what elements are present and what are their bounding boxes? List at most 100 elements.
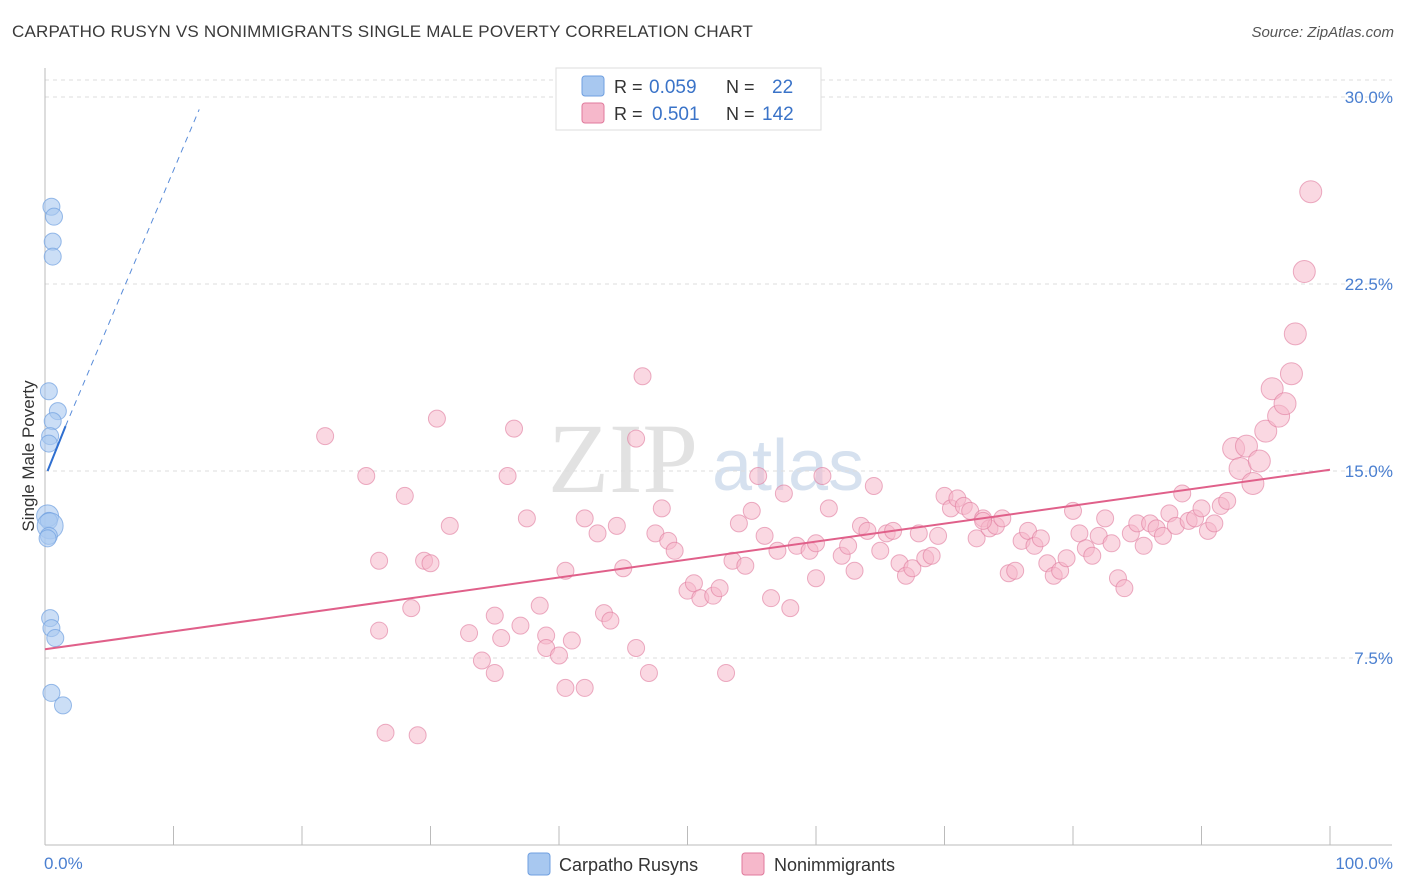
point-nonimmigrants-100 bbox=[1070, 524, 1089, 543]
point-nonimmigrants-75 bbox=[909, 524, 928, 543]
point-carpatho-13 bbox=[38, 529, 57, 548]
point-nonimmigrants-30 bbox=[588, 524, 607, 543]
point-nonimmigrants-13 bbox=[472, 651, 491, 670]
point-nonimmigrants-4 bbox=[376, 723, 395, 742]
point-nonimmigrants-32 bbox=[601, 611, 620, 630]
legend-swatch-carpatho bbox=[581, 75, 605, 97]
point-nonimmigrants-74 bbox=[903, 559, 922, 578]
point-nonimmigrants-12 bbox=[460, 624, 479, 643]
point-nonimmigrants-128 bbox=[1247, 449, 1271, 473]
point-nonimmigrants-54 bbox=[755, 526, 774, 545]
point-carpatho-8 bbox=[39, 434, 58, 453]
series-carpatho-rusyns bbox=[36, 197, 72, 715]
point-nonimmigrants-36 bbox=[627, 639, 646, 658]
point-nonimmigrants-21 bbox=[530, 596, 549, 615]
point-nonimmigrants-121 bbox=[1205, 514, 1224, 533]
point-nonimmigrants-48 bbox=[717, 663, 736, 682]
point-nonimmigrants-0 bbox=[316, 427, 335, 446]
point-nonimmigrants-78 bbox=[929, 526, 948, 545]
x-tick-labels: 0.0% 100.0% bbox=[44, 854, 1393, 873]
point-nonimmigrants-69 bbox=[864, 476, 883, 495]
point-nonimmigrants-127 bbox=[1241, 471, 1265, 495]
trend-lines bbox=[44, 109, 1331, 651]
point-nonimmigrants-88 bbox=[993, 509, 1012, 528]
chart-source: Source: ZipAtlas.com bbox=[1251, 24, 1394, 41]
point-nonimmigrants-24 bbox=[550, 646, 568, 665]
point-nonimmigrants-29 bbox=[575, 678, 594, 697]
y-tick-label-2: 22.5% bbox=[1345, 275, 1393, 294]
point-carpatho-17 bbox=[42, 683, 61, 702]
y-tick-label-3: 30.0% bbox=[1345, 88, 1393, 107]
point-nonimmigrants-3 bbox=[370, 621, 389, 640]
point-nonimmigrants-10 bbox=[427, 409, 446, 428]
point-nonimmigrants-63 bbox=[819, 499, 838, 518]
legend-n-label-1: N = bbox=[726, 77, 755, 97]
point-nonimmigrants-62 bbox=[813, 466, 832, 485]
grid-lines bbox=[45, 79, 1392, 659]
point-nonimmigrants-15 bbox=[485, 606, 504, 625]
point-nonimmigrants-52 bbox=[742, 501, 761, 520]
point-nonimmigrants-116 bbox=[1173, 484, 1192, 503]
legend-top: R = 0.059 N = 22 R = 0.501 N = 142 bbox=[555, 67, 822, 131]
point-nonimmigrants-61 bbox=[807, 569, 825, 588]
watermark: ZIP atlas bbox=[548, 403, 864, 514]
point-nonimmigrants-113 bbox=[1153, 526, 1172, 545]
point-nonimmigrants-55 bbox=[762, 589, 781, 608]
point-nonimmigrants-134 bbox=[1283, 322, 1307, 346]
point-nonimmigrants-19 bbox=[511, 616, 530, 635]
point-nonimmigrants-66 bbox=[845, 561, 864, 580]
point-nonimmigrants-47 bbox=[710, 579, 729, 598]
bottom-legend-swatch-carpatho bbox=[527, 852, 551, 876]
point-nonimmigrants-35 bbox=[627, 429, 646, 448]
point-nonimmigrants-11 bbox=[440, 516, 459, 535]
point-nonimmigrants-1 bbox=[357, 466, 376, 485]
point-nonimmigrants-42 bbox=[665, 541, 684, 560]
point-nonimmigrants-98 bbox=[1057, 549, 1076, 568]
point-nonimmigrants-70 bbox=[871, 541, 890, 560]
point-carpatho-1 bbox=[44, 207, 63, 226]
point-nonimmigrants-104 bbox=[1096, 509, 1115, 528]
point-nonimmigrants-16 bbox=[492, 629, 511, 648]
point-nonimmigrants-105 bbox=[1102, 534, 1121, 553]
point-nonimmigrants-28 bbox=[575, 509, 594, 528]
point-nonimmigrants-126 bbox=[1234, 434, 1258, 458]
point-nonimmigrants-129 bbox=[1254, 419, 1278, 443]
bottom-legend-label-nonimmigrants: Nonimmigrants bbox=[774, 855, 895, 875]
point-nonimmigrants-65 bbox=[839, 536, 858, 555]
bottom-legend-swatch-nonimmigrants bbox=[741, 852, 765, 876]
point-nonimmigrants-2 bbox=[370, 551, 389, 570]
bottom-legend-label-carpatho: Carpatho Rusyns bbox=[559, 855, 698, 875]
point-nonimmigrants-94 bbox=[1031, 529, 1050, 548]
legend-bottom: Carpatho Rusyns Nonimmigrants bbox=[527, 852, 895, 876]
point-nonimmigrants-33 bbox=[607, 516, 626, 535]
point-nonimmigrants-119 bbox=[1192, 499, 1211, 518]
point-nonimmigrants-130 bbox=[1260, 377, 1284, 401]
point-nonimmigrants-37 bbox=[633, 367, 652, 386]
point-nonimmigrants-38 bbox=[639, 663, 658, 682]
point-nonimmigrants-51 bbox=[736, 556, 755, 575]
point-carpatho-6 bbox=[43, 412, 62, 431]
point-nonimmigrants-133 bbox=[1279, 362, 1303, 386]
point-nonimmigrants-107 bbox=[1115, 579, 1134, 598]
point-carpatho-16 bbox=[46, 629, 65, 648]
point-nonimmigrants-123 bbox=[1218, 491, 1237, 510]
point-nonimmigrants-9 bbox=[421, 554, 440, 573]
point-nonimmigrants-132 bbox=[1273, 392, 1297, 416]
point-nonimmigrants-77 bbox=[922, 546, 941, 565]
point-nonimmigrants-14 bbox=[485, 663, 504, 682]
point-nonimmigrants-18 bbox=[505, 419, 524, 438]
point-carpatho-2 bbox=[43, 232, 62, 251]
trend-line-nonimmigrants bbox=[44, 468, 1331, 651]
point-nonimmigrants-25 bbox=[556, 678, 575, 697]
point-nonimmigrants-27 bbox=[562, 631, 581, 650]
point-nonimmigrants-7 bbox=[408, 726, 427, 745]
legend-swatch-nonimmigrants bbox=[581, 102, 605, 124]
point-nonimmigrants-139 bbox=[974, 511, 993, 530]
point-nonimmigrants-53 bbox=[749, 466, 768, 485]
watermark-zip: ZIP bbox=[548, 403, 698, 514]
point-nonimmigrants-84 bbox=[967, 529, 986, 548]
point-nonimmigrants-6 bbox=[402, 599, 421, 618]
trend-line-carpatho-solid bbox=[46, 425, 67, 472]
x-tick-label-1: 100.0% bbox=[1335, 854, 1393, 873]
point-carpatho-4 bbox=[39, 382, 58, 401]
